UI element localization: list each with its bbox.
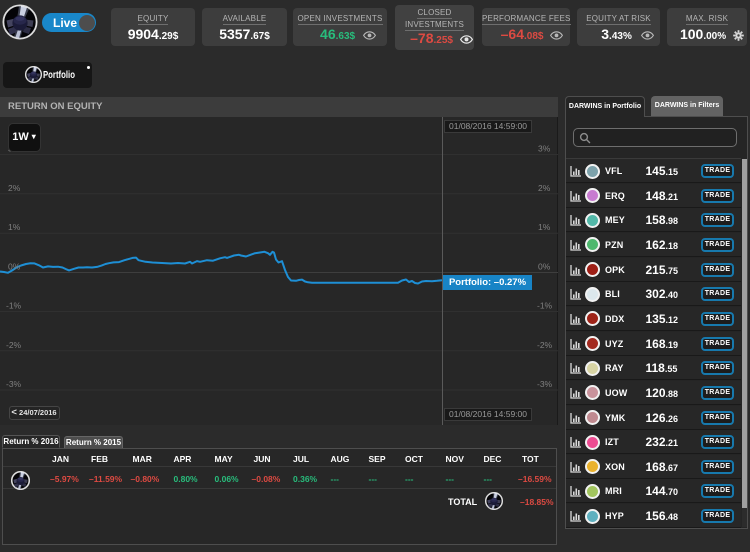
svg-text:-2%: -2% xyxy=(6,340,22,350)
svg-text:1%: 1% xyxy=(538,222,551,232)
svg-text:2%: 2% xyxy=(8,183,21,193)
svg-text:-3%: -3% xyxy=(6,379,22,389)
svg-text:3%: 3% xyxy=(538,144,551,154)
svg-text:-1%: -1% xyxy=(6,301,22,311)
svg-text:1%: 1% xyxy=(8,222,21,232)
svg-text:-1%: -1% xyxy=(537,301,553,311)
svg-text:2%: 2% xyxy=(538,183,551,193)
svg-text:-2%: -2% xyxy=(537,340,553,350)
svg-text:0%: 0% xyxy=(8,262,21,272)
svg-text:0%: 0% xyxy=(538,262,551,272)
svg-text:-3%: -3% xyxy=(537,379,553,389)
